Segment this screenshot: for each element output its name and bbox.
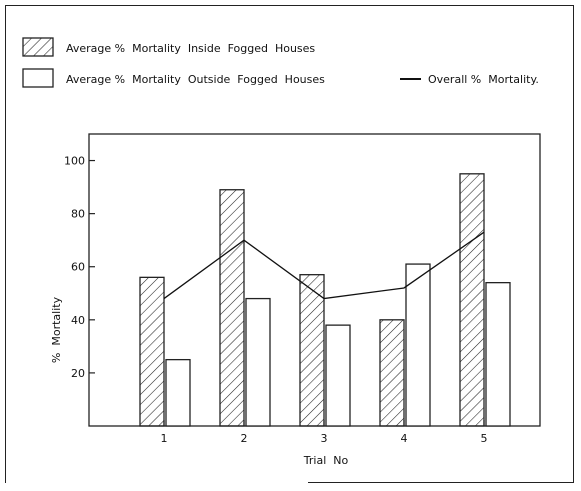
bar-outside-trial-3 (325, 324, 351, 427)
bar-outside-trial-2 (245, 297, 271, 427)
figure-frame (5, 5, 574, 483)
y-axis: 20 40 60 80 100 (64, 155, 95, 380)
bar-outside-trial-5 (485, 282, 511, 427)
x-tick-label: 3 (321, 432, 328, 445)
y-tick-label: 60 (71, 261, 85, 274)
legend-label-outside: Average % Mortality Outside Fogged House… (66, 73, 325, 86)
legend-swatch-outside (22, 68, 54, 88)
bar-inside-trial-5 (459, 173, 485, 427)
bar-inside-trial-1 (139, 276, 165, 427)
y-axis-label: % Mortality (50, 296, 63, 363)
x-tick-label: 2 (241, 432, 248, 445)
legend: Average % Mortality Inside Fogged Houses… (22, 37, 539, 88)
legend-label-overall: Overall % Mortality. (428, 73, 539, 86)
x-tick-label: 5 (481, 432, 488, 445)
bar-outside-trial-1 (165, 358, 191, 427)
bar-outside-trial-4 (405, 263, 431, 427)
y-tick-label: 20 (71, 367, 85, 380)
bars (139, 173, 511, 427)
x-axis-label: Trial No (303, 454, 349, 467)
y-tick-label: 100 (64, 155, 85, 168)
bar-inside-trial-4 (379, 319, 405, 427)
overall-mortality-line (163, 231, 485, 300)
legend-label-inside: Average % Mortality Inside Fogged Houses (66, 42, 315, 55)
x-tick-label: 4 (401, 432, 408, 445)
x-tick-label: 1 (161, 432, 168, 445)
figure-bottom-rule (308, 482, 574, 483)
bar-inside-trial-2 (219, 189, 245, 427)
y-tick-label: 80 (71, 208, 85, 221)
legend-swatch-inside (22, 37, 54, 57)
overall-line-group (163, 231, 485, 300)
y-tick-label: 40 (71, 314, 85, 327)
bar-inside-trial-3 (299, 274, 325, 427)
